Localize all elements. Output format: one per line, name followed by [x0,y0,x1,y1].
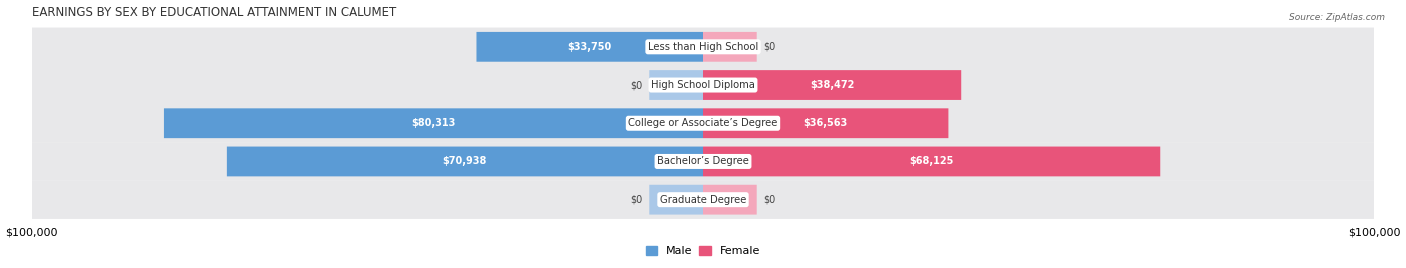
FancyBboxPatch shape [477,32,703,62]
FancyBboxPatch shape [32,28,1374,66]
FancyBboxPatch shape [703,32,756,62]
FancyBboxPatch shape [165,108,703,138]
FancyBboxPatch shape [703,70,962,100]
Text: $0: $0 [630,195,643,205]
Text: $0: $0 [630,80,643,90]
Text: $38,472: $38,472 [810,80,855,90]
Text: $0: $0 [763,42,776,52]
FancyBboxPatch shape [32,180,1374,219]
Text: $36,563: $36,563 [804,118,848,128]
FancyBboxPatch shape [703,147,1160,176]
Text: High School Diploma: High School Diploma [651,80,755,90]
FancyBboxPatch shape [32,66,1374,104]
FancyBboxPatch shape [226,147,703,176]
Text: $80,313: $80,313 [412,118,456,128]
Legend: Male, Female: Male, Female [641,241,765,261]
Text: $33,750: $33,750 [568,42,612,52]
FancyBboxPatch shape [32,104,1374,143]
FancyBboxPatch shape [650,70,703,100]
FancyBboxPatch shape [703,108,949,138]
Text: Less than High School: Less than High School [648,42,758,52]
Text: Graduate Degree: Graduate Degree [659,195,747,205]
Text: College or Associate’s Degree: College or Associate’s Degree [628,118,778,128]
FancyBboxPatch shape [32,142,1374,181]
Text: EARNINGS BY SEX BY EDUCATIONAL ATTAINMENT IN CALUMET: EARNINGS BY SEX BY EDUCATIONAL ATTAINMEN… [32,6,396,18]
Text: Bachelor’s Degree: Bachelor’s Degree [657,157,749,166]
Text: $0: $0 [763,195,776,205]
Text: $68,125: $68,125 [910,157,953,166]
FancyBboxPatch shape [703,185,756,215]
Text: $70,938: $70,938 [443,157,486,166]
FancyBboxPatch shape [650,185,703,215]
Text: Source: ZipAtlas.com: Source: ZipAtlas.com [1289,13,1385,23]
